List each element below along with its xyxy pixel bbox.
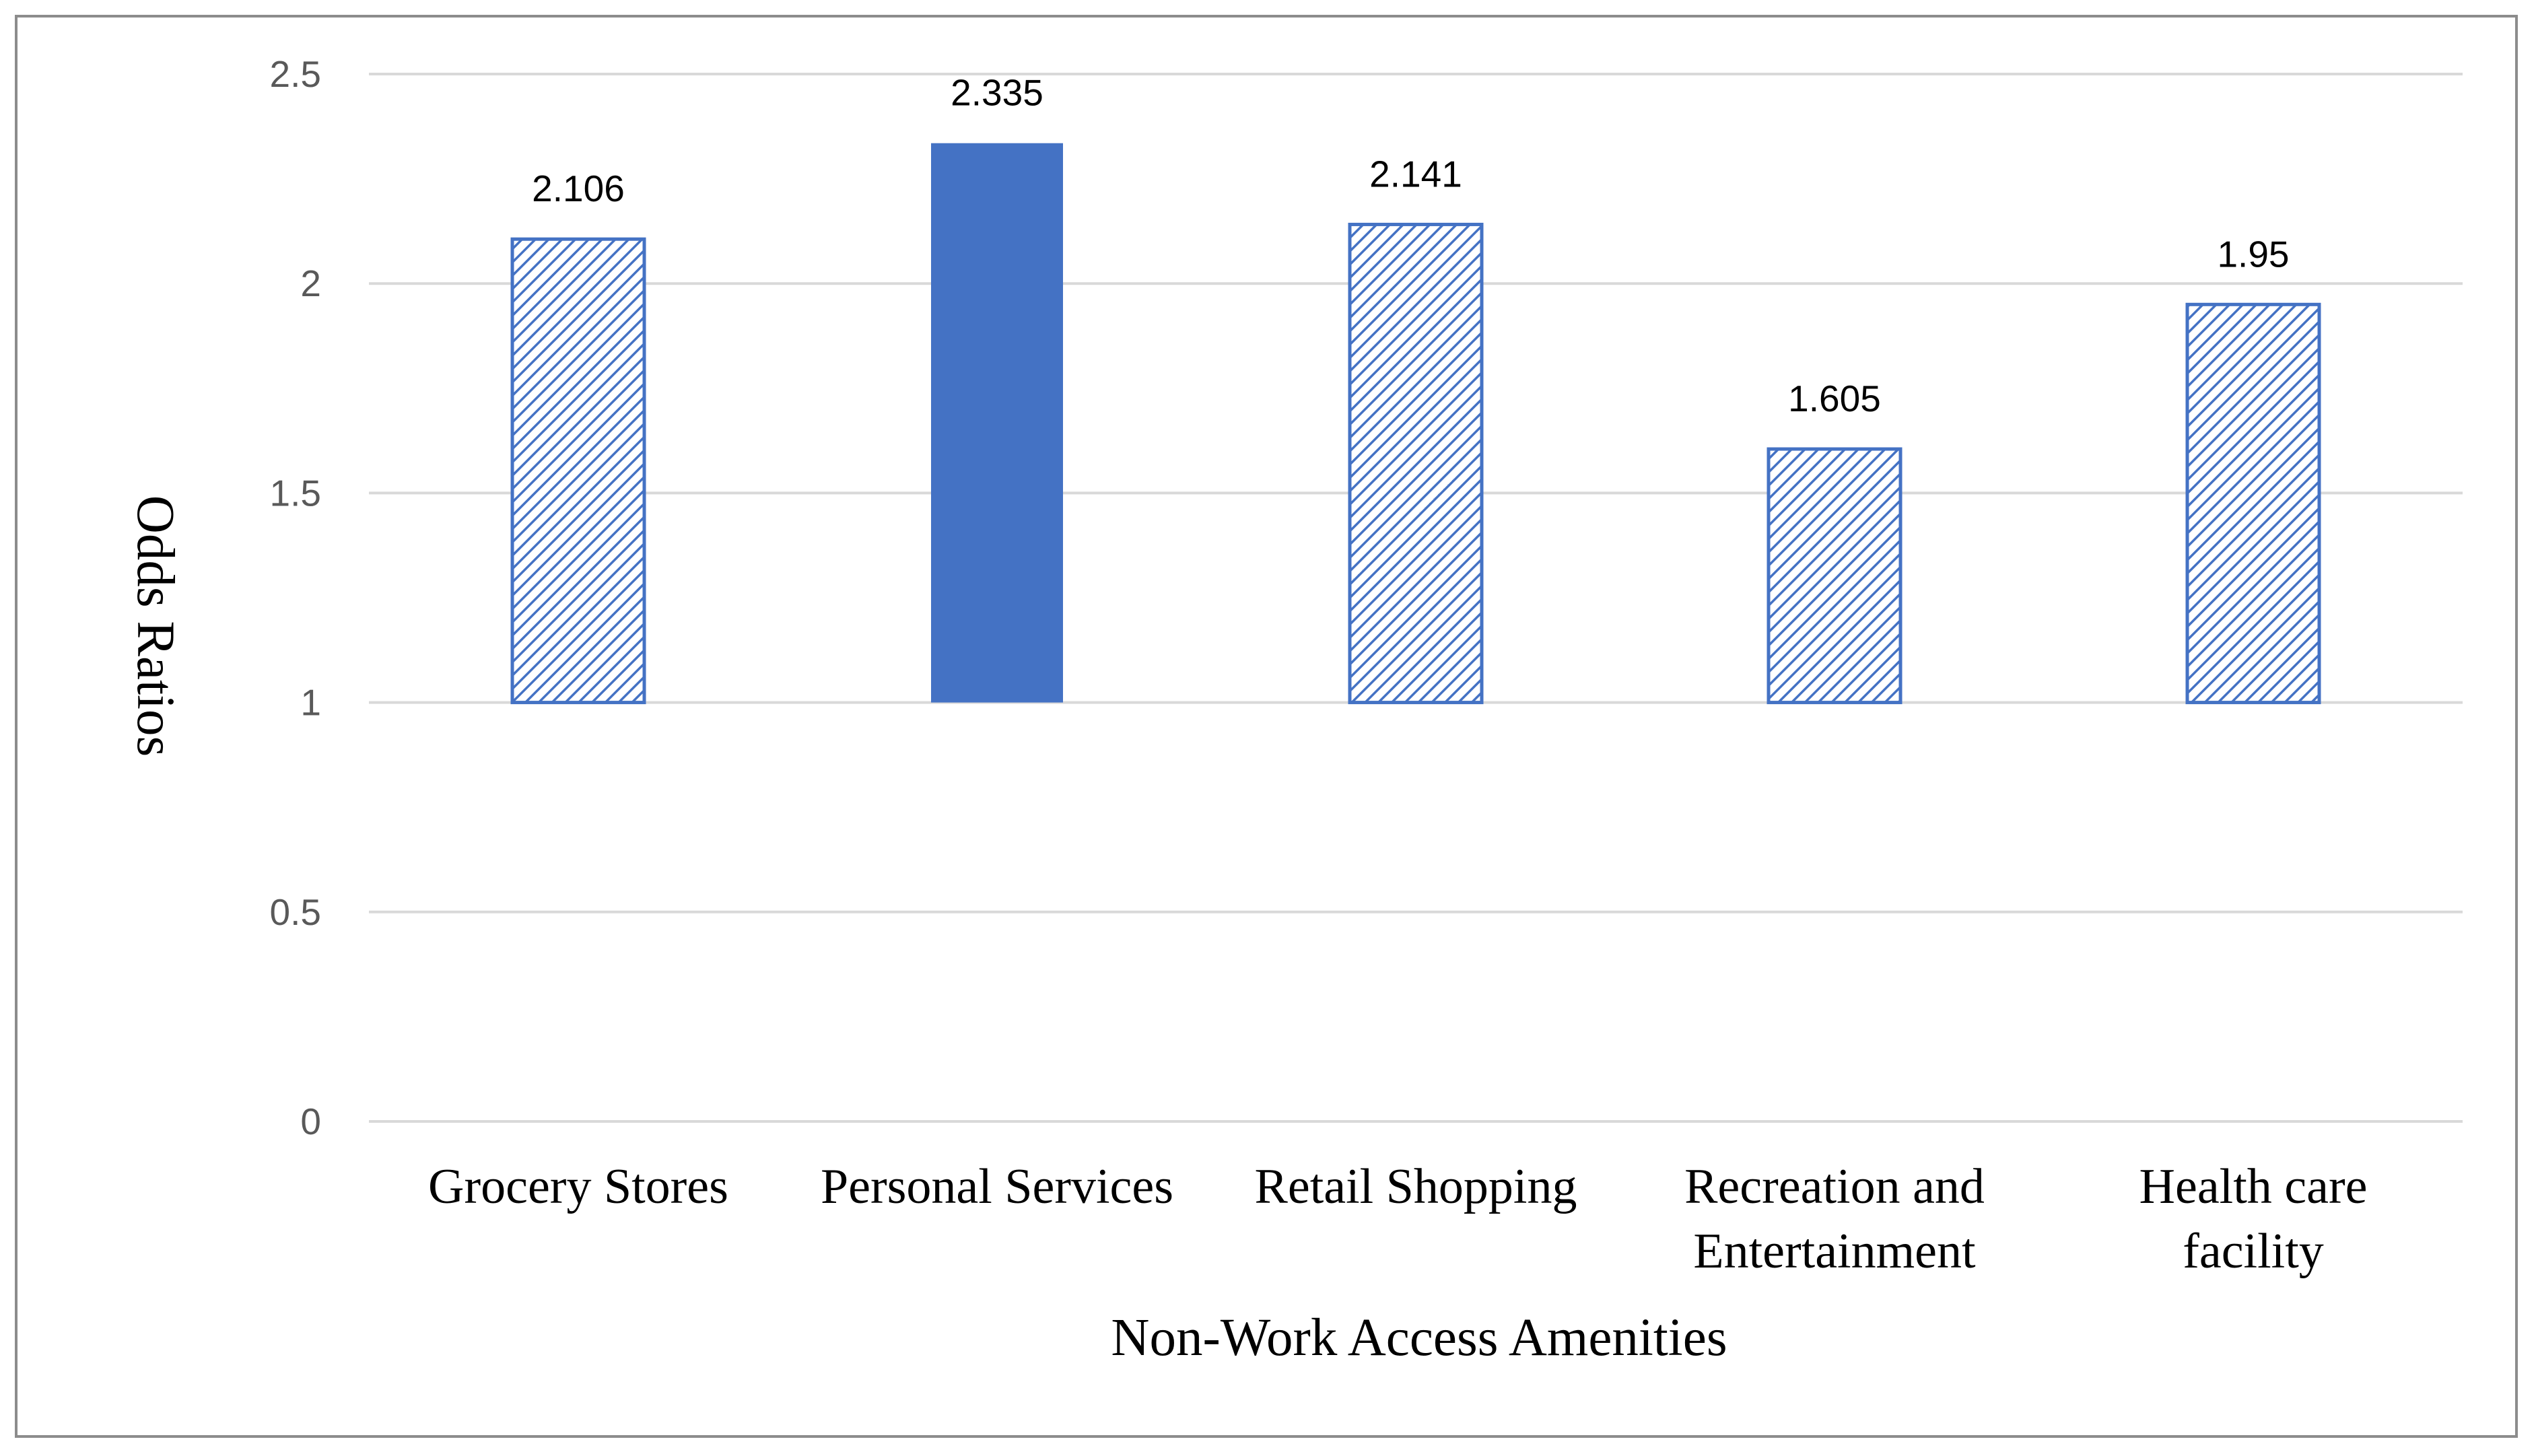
bar bbox=[1348, 222, 1484, 705]
y-tick-label: 2 bbox=[300, 263, 321, 304]
data-label: 2.335 bbox=[951, 72, 1043, 114]
data-label: 2.141 bbox=[1369, 153, 1462, 195]
x-tick-label: Health care bbox=[2139, 1159, 2368, 1214]
y-tick-label: 1.5 bbox=[270, 472, 321, 514]
bar bbox=[931, 143, 1063, 703]
x-tick-label: Entertainment bbox=[1693, 1224, 1976, 1279]
y-tick-label: 0 bbox=[300, 1101, 321, 1142]
y-tick-label: 0.5 bbox=[270, 891, 321, 933]
chart-frame bbox=[15, 15, 2518, 1438]
x-tick-label: Retail Shopping bbox=[1255, 1159, 1577, 1214]
bar bbox=[1767, 447, 1903, 705]
y-tick-label: 1 bbox=[300, 682, 321, 724]
x-tick-label: Recreation and bbox=[1684, 1159, 1985, 1214]
bar bbox=[510, 237, 646, 705]
x-tick-label: facility bbox=[2183, 1224, 2324, 1279]
data-label: 2.106 bbox=[532, 168, 625, 209]
data-label: 1.605 bbox=[1788, 378, 1881, 419]
x-tick-label: Grocery Stores bbox=[428, 1159, 728, 1214]
bar bbox=[2185, 302, 2321, 705]
x-tick-label: Personal Services bbox=[821, 1159, 1173, 1214]
bars bbox=[510, 143, 2321, 705]
y-tick-label: 2.5 bbox=[270, 53, 321, 95]
data-label: 1.95 bbox=[2217, 233, 2289, 275]
x-axis-title: Non-Work Access Amenities bbox=[1111, 1309, 1727, 1367]
labels: 0 0.5 1 1.5 2 2.5 2.106 Grocery Stores 2.335 Pers… bbox=[270, 53, 2368, 1279]
y-axis-title: Odds Ratios bbox=[126, 495, 184, 757]
